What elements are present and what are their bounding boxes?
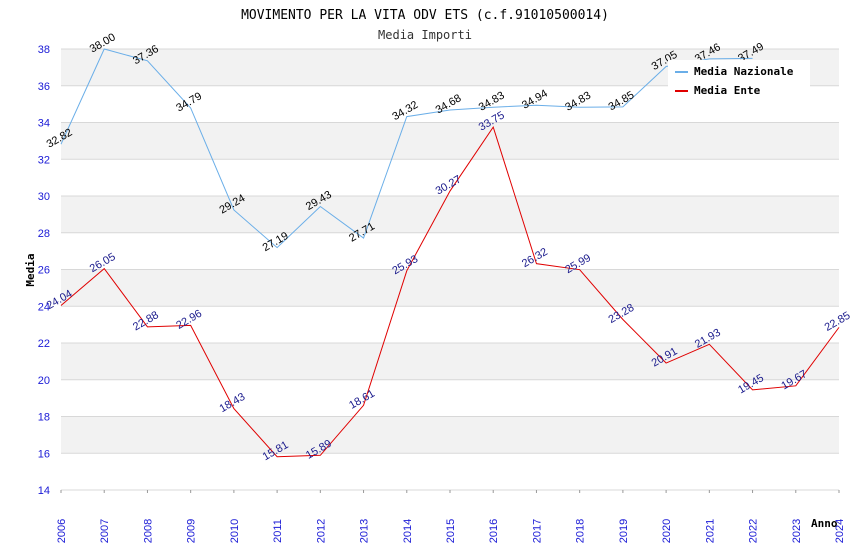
x-tick-label: 2021 (704, 519, 716, 543)
plot-band (61, 453, 839, 490)
x-tick-label: 2022 (748, 519, 760, 543)
y-tick-label: 28 (38, 228, 50, 240)
y-axis-ticks: 14 16 18 20 22 24 26 28 30 32 34 36 38 (38, 44, 50, 497)
x-tick-label: 2007 (99, 519, 111, 543)
y-tick-label: 36 (38, 81, 50, 93)
y-tick-label: 30 (38, 191, 50, 203)
x-tick-label: 2009 (186, 519, 198, 543)
y-tick-label: 20 (38, 375, 50, 387)
y-tick-label: 14 (38, 485, 50, 497)
y-tick-label: 34 (38, 118, 50, 130)
x-tick-label: 2008 (142, 519, 154, 543)
x-tick-label: 2012 (315, 519, 327, 543)
chart-subtitle: Media Importi (378, 28, 472, 42)
plot-band (61, 122, 839, 160)
x-tick-label: 2018 (575, 519, 587, 543)
y-tick-label: 26 (38, 265, 50, 277)
x-tick-label: 2006 (56, 519, 68, 543)
x-tick-label: 2010 (229, 519, 241, 543)
plot-band (61, 196, 839, 233)
y-axis-label: Media (24, 253, 37, 286)
series-line-ente (60, 125, 840, 458)
legend-box (668, 60, 810, 102)
x-tick-label: 2019 (618, 519, 630, 543)
x-axis-label: Anno (811, 517, 838, 530)
x-tick-label: 2020 (661, 519, 673, 543)
plot-band (61, 159, 839, 196)
y-tick-label: 38 (38, 44, 50, 56)
x-tick-label: 2024 (834, 519, 846, 543)
x-tick-label: 2016 (488, 519, 500, 543)
x-tick-label: 2011 (272, 519, 284, 543)
legend-label-ente: Media Ente (694, 84, 761, 97)
x-tick-label: 2015 (445, 519, 457, 543)
plot-band (61, 379, 839, 417)
x-tick-label: 2017 (531, 519, 543, 543)
chart-title: MOVIMENTO PER LA VITA ODV ETS (c.f.91010… (241, 8, 609, 23)
x-tick-label: 2014 (402, 519, 414, 543)
y-tick-label: 24 (38, 301, 50, 313)
legend: Media Nazionale Media Ente (668, 60, 810, 102)
plot-band (61, 269, 839, 307)
series-line-nazionale (60, 48, 753, 249)
x-tick-label: 2023 (791, 519, 803, 543)
legend-label-nazionale: Media Nazionale (694, 65, 794, 78)
plot-band (61, 416, 839, 454)
x-tick-label: 2013 (359, 519, 371, 543)
plot-band (61, 306, 839, 343)
plot-band (61, 232, 839, 270)
y-tick-label: 16 (38, 448, 50, 460)
x-axis-ticks: 2006 2007 2008 2009 2010 2011 2012 2013 2014 2015… (56, 490, 846, 543)
y-tick-label: 18 (38, 412, 50, 424)
y-tick-label: 22 (38, 338, 50, 350)
plot-band (61, 343, 839, 380)
y-tick-label: 32 (38, 154, 50, 166)
plot-background (61, 49, 839, 490)
